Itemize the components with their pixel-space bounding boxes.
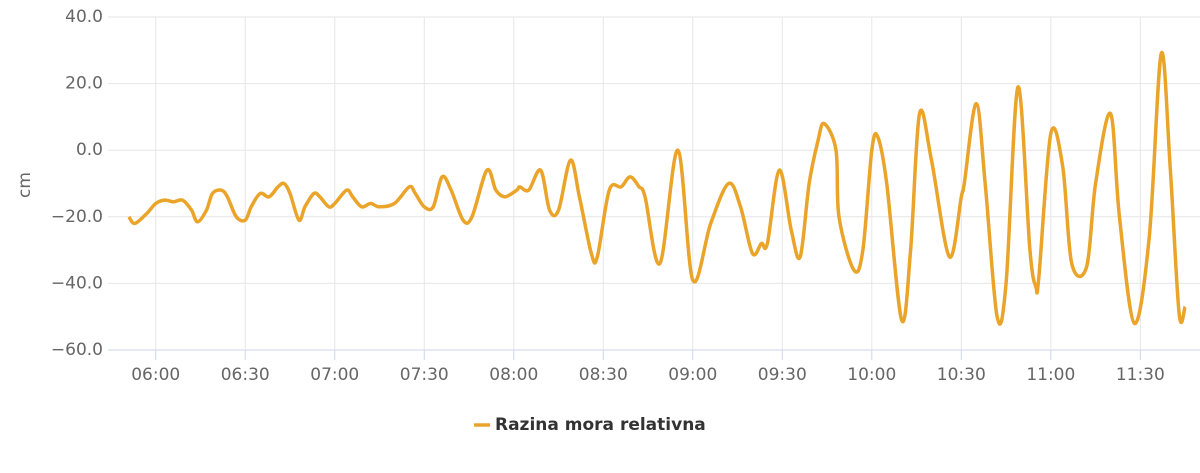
x-tick-label: 07:30 (400, 365, 449, 385)
x-tick-label: 06:00 (131, 365, 180, 385)
x-tick-label: 11:00 (1026, 365, 1075, 385)
y-tick-label: −60.0 (51, 340, 103, 360)
data-line (127, 50, 1187, 326)
x-tick-label: 10:00 (847, 365, 896, 385)
x-tick-label: 09:00 (668, 365, 717, 385)
legend-label: Razina mora relativna (495, 415, 706, 435)
x-tick-label: 10:30 (937, 365, 986, 385)
x-tick-label: 11:30 (1116, 365, 1165, 385)
y-tick-label: −40.0 (51, 273, 103, 293)
y-tick-label: 40.0 (65, 7, 103, 27)
x-tick-label: 07:00 (310, 365, 359, 385)
x-tick-label: 09:30 (758, 365, 807, 385)
x-tick-label: 08:30 (579, 365, 628, 385)
y-tick-label: −20.0 (51, 207, 103, 227)
x-tick-label: 08:00 (489, 365, 538, 385)
y-tick-label: 20.0 (65, 74, 103, 94)
y-tick-label: 0.0 (76, 140, 103, 160)
y-axis-label: cm (15, 172, 35, 198)
x-tick-label: 06:30 (221, 365, 270, 385)
